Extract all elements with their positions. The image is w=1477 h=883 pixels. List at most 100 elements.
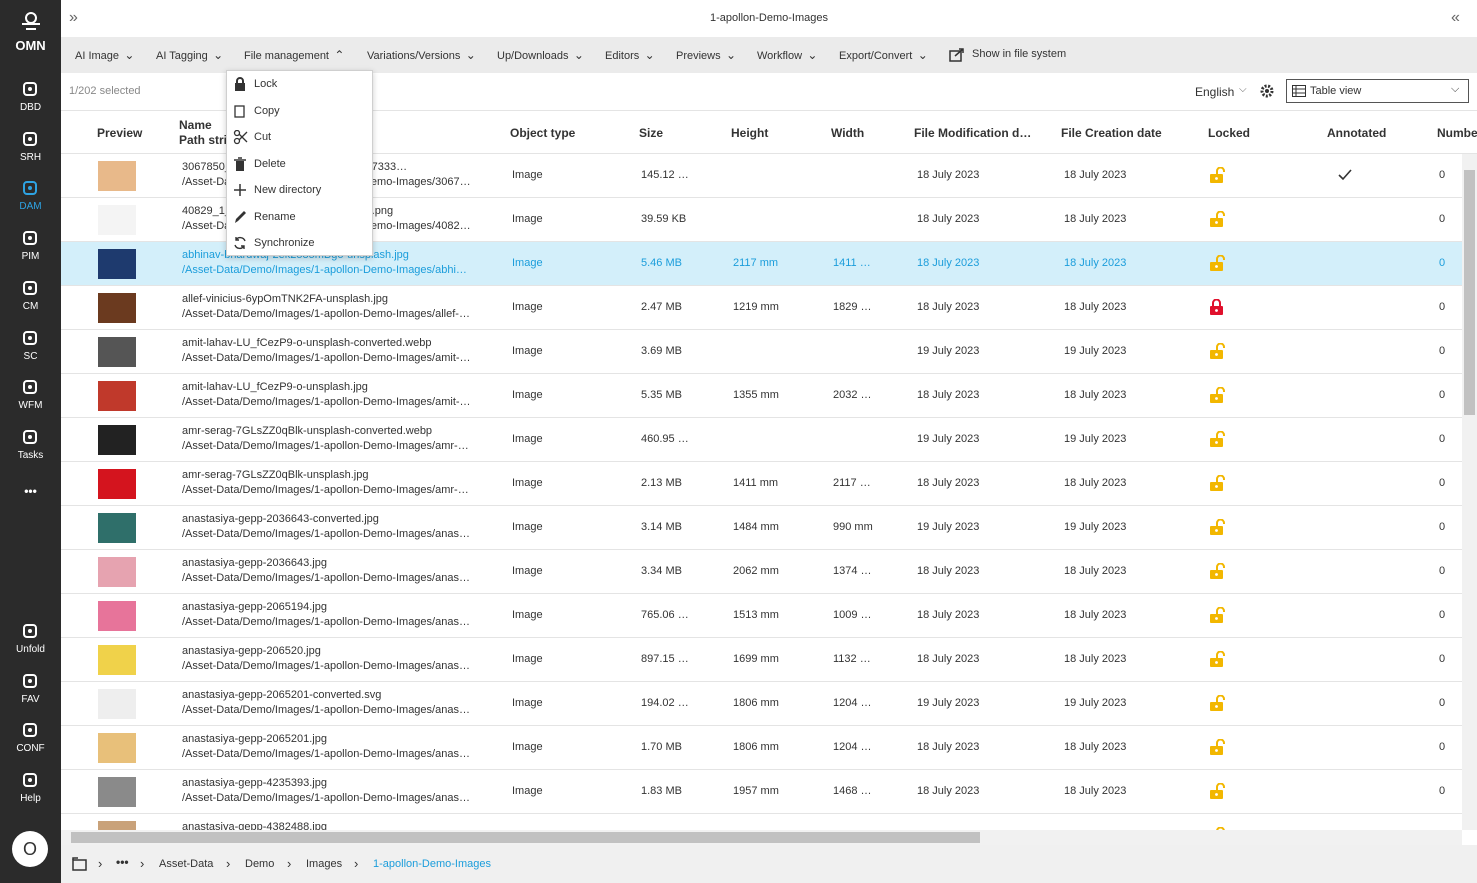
column-header[interactable]: Preview [97, 126, 143, 140]
dropdown-item[interactable]: Delete [254, 157, 286, 170]
cell-type: Image [512, 389, 543, 401]
cell-type: Image [512, 169, 543, 181]
file-path: /Asset-Data/Demo/Images/1-apollon-Demo-I… [182, 308, 470, 320]
table-row[interactable]: allef-vinicius-6ypOmTNK2FA-unsplash.jpg /… [61, 286, 1462, 330]
column-header[interactable]: Width [831, 126, 865, 140]
breadcrumb-item[interactable]: Demo [245, 858, 275, 870]
dropdown-item[interactable]: New directory [254, 184, 322, 196]
scroll-thumb[interactable] [71, 832, 980, 843]
file-path: /Asset-Data/Demo/Images/1-apollon-Demo-I… [182, 396, 471, 408]
column-header[interactable]: File Modification d… [914, 126, 1032, 140]
file-name: anastasiya-gepp-4382488.jpg [182, 821, 327, 830]
nav-label[interactable]: Unfold [16, 644, 45, 655]
column-header[interactable]: Height [731, 126, 769, 140]
column-header[interactable]: Size [639, 126, 664, 140]
cell-created: 18 July 2023 [1064, 389, 1127, 401]
unlocked-icon [1210, 387, 1225, 403]
nav-label[interactable]: FAV [21, 693, 40, 705]
more-crumbs[interactable]: ••• [116, 855, 129, 869]
nav-label[interactable]: DBD [19, 102, 42, 113]
nav-label[interactable]: Help [20, 793, 41, 805]
menu-item[interactable]: Variations/Versions ⌄ [367, 48, 476, 62]
file-name: anastasiya-gepp-2065201-converted.svg [182, 689, 382, 701]
column-header[interactable]: Object type [510, 126, 576, 140]
nav-label[interactable]: DAM [19, 201, 42, 213]
table-row[interactable]: amit-lahav-LU_fCezP9-o-unsplash-converte… [61, 330, 1462, 374]
cell-modified: 18 July 2023 [917, 829, 979, 830]
avatar[interactable]: O [12, 831, 48, 867]
breadcrumb-item[interactable]: Asset-Data [159, 858, 214, 870]
column-header[interactable]: File Creation date [1061, 126, 1162, 140]
separator: › [354, 856, 359, 871]
view-chevron: ⌵ [1451, 83, 1460, 95]
vertical-scrollbar[interactable] [1462, 154, 1477, 830]
view-label: Table view [1310, 85, 1362, 97]
menu-item[interactable]: AI Tagging ⌄ [156, 48, 224, 62]
table-row[interactable]: anastasiya-gepp-2065194.jpg/Asset-Data/D… [61, 594, 1462, 638]
page-title: 1-apollon-Demo-Images [710, 12, 828, 24]
menu-item[interactable]: File management ⌃ [244, 48, 345, 62]
column-header[interactable]: Annotated [1327, 126, 1387, 140]
cell-width: 1204 … [833, 741, 872, 753]
nav-label[interactable]: PIM [21, 251, 40, 263]
dropdown-item[interactable]: Lock [254, 78, 278, 90]
nav-more[interactable]: ••• [24, 484, 37, 498]
table-row[interactable]: anastasiya-gepp-2065201.jpg/Asset-Data/D… [61, 726, 1462, 770]
menu-item[interactable]: Show in file system [972, 48, 1067, 60]
collapse-button[interactable]: « [1451, 9, 1460, 26]
file-path: /Asset-Data/Demo/Images/1-apollon-Demo-I… [182, 440, 469, 452]
thumbnail [98, 337, 136, 367]
nav-label[interactable]: CM [22, 300, 39, 312]
menu-chevron: ⌄ [209, 48, 224, 62]
dropdown-item[interactable]: Cut [254, 131, 272, 143]
nav-label[interactable]: Tasks [17, 449, 44, 461]
language-select[interactable]: English [1195, 85, 1235, 99]
cell-number: 0 [1439, 565, 1446, 577]
table-row[interactable]: amit-lahav-LU_fCezP9-o-unsplash.jpg/Asse… [61, 374, 1462, 418]
menu-item[interactable]: Editors ⌄ [605, 48, 655, 62]
settings-icon[interactable] [1259, 83, 1275, 99]
column-header[interactable]: Locked [1208, 126, 1251, 140]
nav-label[interactable]: WFM [18, 400, 43, 412]
thumbnail [98, 601, 136, 631]
menu-item[interactable]: Up/Downloads ⌄ [497, 48, 584, 62]
dropdown-item[interactable]: Copy [254, 104, 280, 117]
dropdown-item[interactable]: Synchronize [254, 237, 315, 249]
expand-button[interactable]: » [69, 9, 78, 26]
nav-label[interactable]: SC [23, 350, 38, 362]
column-header[interactable]: Number [1437, 126, 1477, 140]
nav-label[interactable]: SRH [19, 151, 42, 163]
breadcrumb-item[interactable]: 1-apollon-Demo-Images [373, 858, 491, 870]
menu-item[interactable]: AI Image ⌄ [75, 48, 135, 62]
annotated-check [1338, 169, 1352, 181]
scroll-thumb[interactable] [1464, 170, 1475, 415]
cell-height: 2062 mm [733, 565, 779, 577]
cell-type: Image [512, 785, 543, 797]
column-header[interactable]: Name [179, 118, 212, 132]
menu-item[interactable]: Previews ⌄ [676, 48, 737, 62]
cell-width: 2032 … [833, 389, 872, 401]
menu-item[interactable]: Export/Convert ⌄ [839, 48, 928, 62]
cell-modified: 18 July 2023 [917, 653, 980, 665]
cell-size: 2.47 MB [641, 301, 682, 313]
cell-modified: 18 July 2023 [917, 257, 980, 269]
view-select[interactable]: Table view ⌵ [1286, 79, 1469, 103]
table-row[interactable]: amr-serag-7GLsZZ0qBlk-unsplash-converted… [61, 418, 1462, 462]
nav-label[interactable]: CONF [16, 743, 45, 755]
cell-type: Image [512, 213, 543, 225]
menu-item[interactable]: Workflow ⌄ [757, 48, 818, 62]
table-row[interactable]: anastasiya-gepp-2065201-converted.svg/As… [61, 682, 1462, 726]
dropdown-item[interactable]: Rename [254, 210, 296, 223]
sidebar: OMN DBD SRH DAM PIM CM SC WFM Tasks ••• Unfold FAV… [0, 0, 61, 883]
menu-chevron: ⌄ [641, 48, 655, 62]
table-row[interactable]: anastasiya-gepp-2036643.jpg/Asset-Data/D… [61, 550, 1462, 594]
table-row[interactable]: anastasiya-gepp-206520.jpg/Asset-Data/De… [61, 638, 1462, 682]
table-row[interactable]: anastasiya-gepp-4382488.jpg/Asset-Data/D… [61, 814, 1462, 830]
breadcrumb-item[interactable]: Images [306, 858, 343, 870]
table-row[interactable]: anastasiya-gepp-2036643-converted.jpg/As… [61, 506, 1462, 550]
table-row[interactable]: anastasiya-gepp-4235393.jpg/Asset-Data/D… [61, 770, 1462, 814]
horizontal-scrollbar[interactable] [61, 830, 1462, 845]
table-row[interactable]: amr-serag-7GLsZZ0qBlk-unsplash.jpg/Asset… [61, 462, 1462, 506]
menu-icon [235, 210, 246, 223]
